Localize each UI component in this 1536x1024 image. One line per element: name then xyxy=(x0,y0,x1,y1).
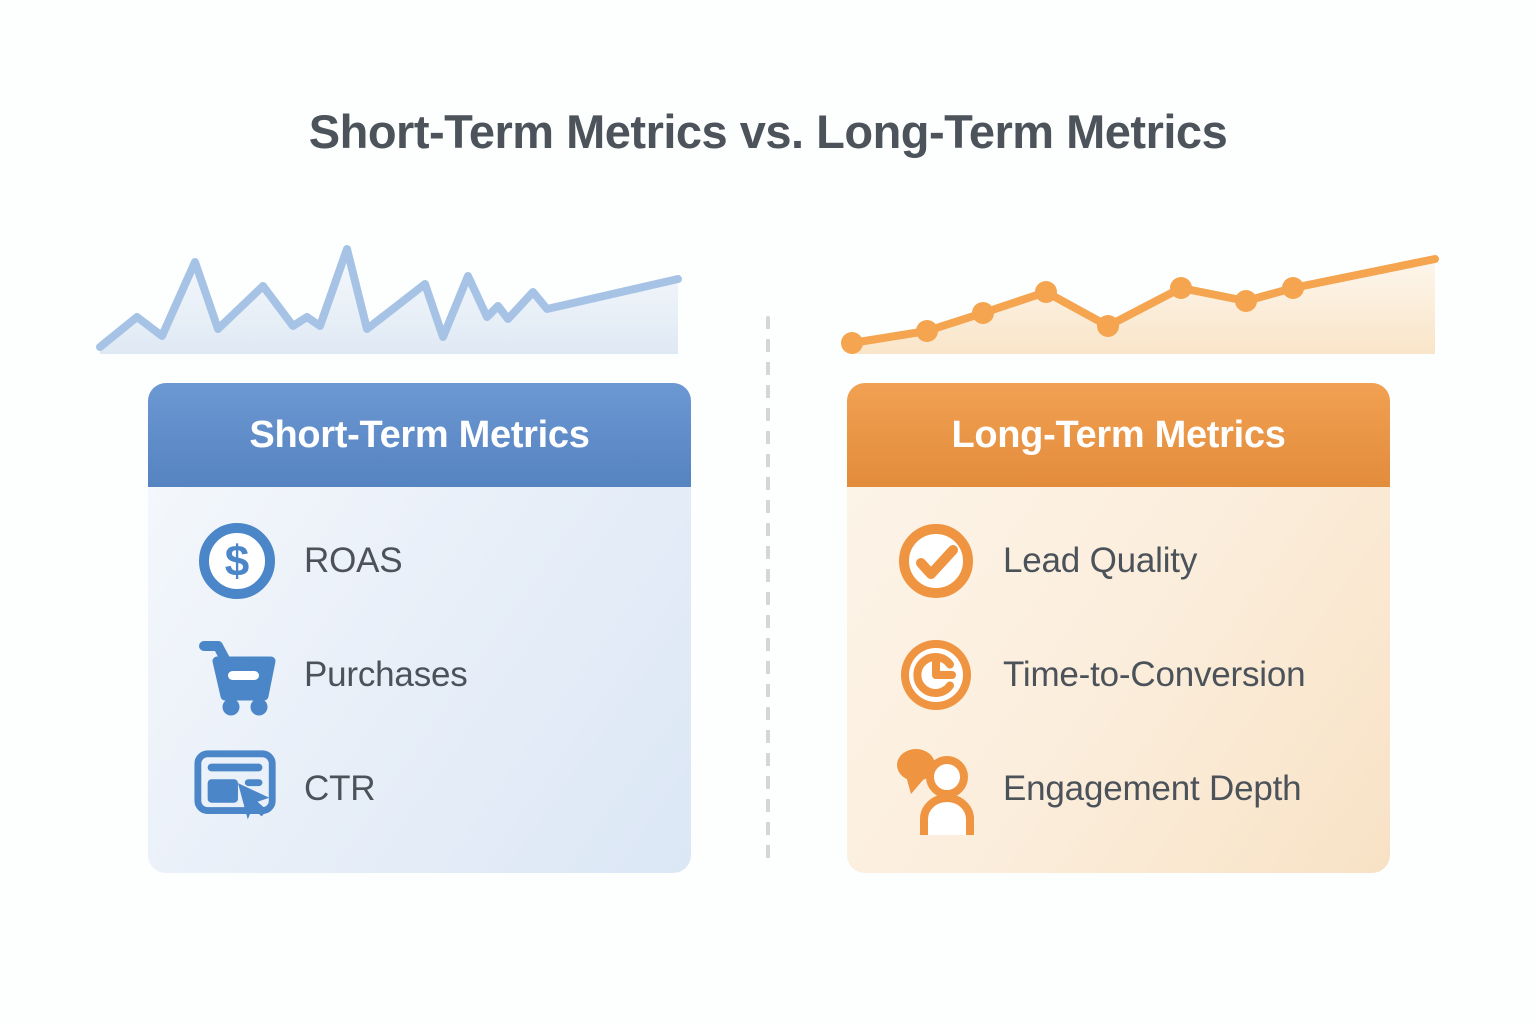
short-term-card: Short-Term Metrics $ ROAS xyxy=(148,383,691,873)
long-term-card: Long-Term Metrics Lead Quality xyxy=(847,383,1390,873)
center-dashed-divider xyxy=(766,316,770,868)
list-item: Lead Quality xyxy=(891,517,1390,605)
check-circle-icon xyxy=(891,517,981,605)
browser-click-icon xyxy=(192,745,282,833)
short-term-card-title: Short-Term Metrics xyxy=(249,413,590,456)
data-point-marker xyxy=(841,332,863,354)
shopping-cart-icon xyxy=(192,631,282,719)
long-term-sparkline-chart xyxy=(841,255,1439,354)
list-item: Purchases xyxy=(192,631,691,719)
trend-line xyxy=(96,245,682,351)
long-term-card-title: Long-Term Metrics xyxy=(951,413,1286,456)
list-item: Time-to-Conversion xyxy=(891,631,1390,719)
long-term-card-body: Lead Quality Time-to-Conversion xyxy=(847,487,1390,835)
list-item: $ ROAS xyxy=(192,517,691,605)
item-label: Time-to-Conversion xyxy=(1003,655,1306,694)
data-point-marker xyxy=(1035,281,1057,303)
list-item: Engagement Depth xyxy=(891,745,1390,835)
person-chat-icon xyxy=(891,745,981,835)
data-point-marker xyxy=(1282,277,1304,299)
data-point-marker xyxy=(1170,277,1192,299)
short-term-card-body: $ ROAS Purchases xyxy=(148,487,691,833)
page-title: Short-Term Metrics vs. Long-Term Metrics xyxy=(308,105,1228,158)
clock-icon xyxy=(891,631,981,719)
area-fill xyxy=(852,259,1435,354)
data-point-marker xyxy=(972,302,994,324)
area-fill xyxy=(100,249,678,354)
data-point-marker xyxy=(1097,315,1119,337)
item-label: Purchases xyxy=(304,655,468,694)
list-item: CTR xyxy=(192,745,691,833)
data-point-marker xyxy=(1235,290,1257,312)
short-term-sparkline-chart xyxy=(96,245,682,354)
item-label: ROAS xyxy=(304,541,403,580)
item-label: Lead Quality xyxy=(1003,541,1198,580)
item-label: CTR xyxy=(304,769,376,808)
data-point-marker xyxy=(916,320,938,342)
short-term-card-header: Short-Term Metrics xyxy=(148,383,691,487)
long-term-card-header: Long-Term Metrics xyxy=(847,383,1390,487)
dollar-circle-icon: $ xyxy=(192,517,282,605)
item-label: Engagement Depth xyxy=(1003,769,1302,808)
svg-text:$: $ xyxy=(225,537,249,586)
